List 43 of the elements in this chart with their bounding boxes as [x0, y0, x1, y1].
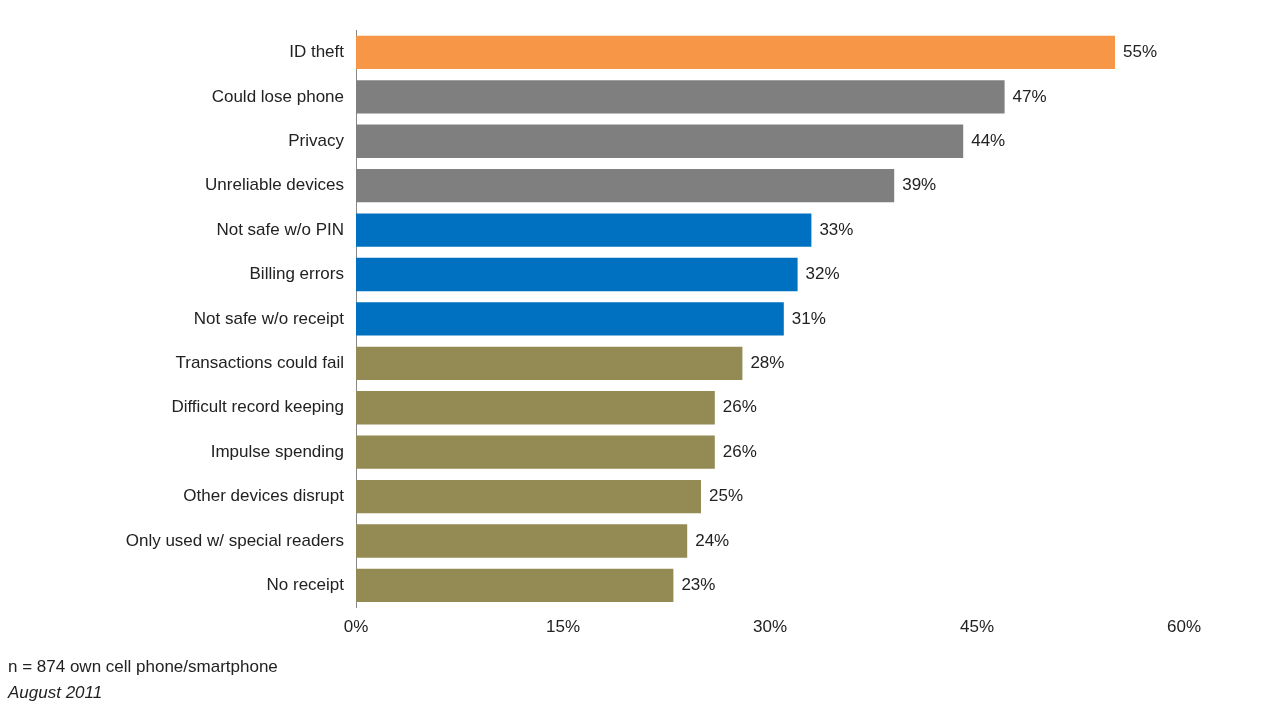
data-label: 23%: [681, 575, 716, 595]
x-tick-label: 30%: [752, 617, 788, 637]
y-tick-label: Billing errors: [249, 264, 344, 284]
text: n = 874 own cell phone/smartphone: [8, 656, 279, 678]
y-tick-label: Privacy: [288, 130, 345, 150]
bar: [356, 346, 743, 380]
y-tick-label: Other devices disrupt: [183, 486, 345, 506]
y-tick-label: Impulse spending: [210, 441, 344, 461]
y-tick-label: ID theft: [289, 42, 345, 62]
y-tick-label: Only used w/ special readers: [125, 530, 344, 550]
x-tick-label: 15%: [545, 617, 581, 637]
data-label: 25%: [709, 486, 744, 506]
x-tick-label: 0%: [343, 617, 369, 637]
data-label: 24%: [695, 530, 730, 550]
bar: [356, 35, 1115, 70]
y-tick-label: Not safe w/o receipt: [193, 308, 345, 328]
y-tick-label: Unreliable devices: [205, 175, 344, 195]
bar: [356, 524, 688, 558]
bar: [356, 479, 701, 514]
bar: [356, 257, 798, 292]
data-label: 31%: [791, 308, 826, 328]
x-tick-label: 45%: [959, 617, 995, 637]
y-tick-label: Transactions could fail: [175, 353, 344, 372]
data-label: 33%: [819, 219, 854, 239]
bar: [356, 213, 812, 247]
bar: [356, 435, 715, 469]
bar: [356, 302, 784, 336]
data-label: 44%: [971, 130, 1006, 150]
y-tick-label: No receipt: [266, 575, 345, 595]
data-label: 39%: [902, 175, 937, 195]
data-label: 26%: [722, 441, 757, 461]
data-label: 28%: [750, 353, 785, 372]
x-tick-label: 60%: [1166, 617, 1202, 637]
data-label: 55%: [1123, 42, 1158, 62]
bar: [356, 391, 715, 425]
y-tick-label: Could lose phone: [211, 86, 344, 106]
data-label: 47%: [1012, 86, 1047, 106]
bar: [356, 568, 674, 603]
y-tick-label: Not safe w/o PIN: [216, 219, 344, 239]
y-tick-label: Difficult record keeping: [171, 397, 344, 417]
data-label: 32%: [805, 264, 840, 284]
text: August 2011: [8, 682, 104, 704]
data-label: 26%: [722, 397, 757, 417]
